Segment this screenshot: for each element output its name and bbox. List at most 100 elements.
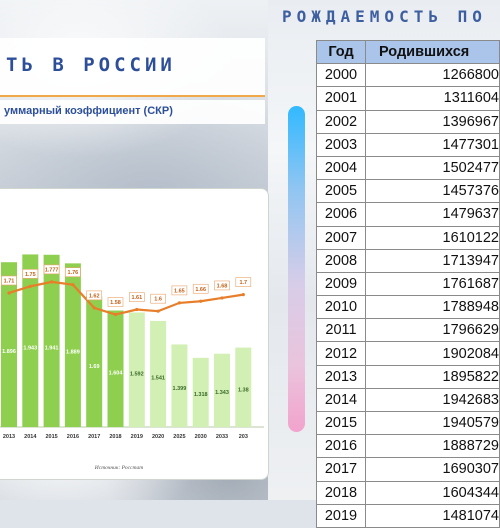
- births-value: 1895822: [442, 368, 499, 385]
- bar-2015: [43, 254, 60, 427]
- births-value: 1604344: [442, 484, 499, 501]
- births-cell: 1788948: [365, 295, 500, 320]
- bar-value-label: 1.592: [130, 371, 144, 377]
- births-cell: 1610122: [365, 225, 500, 250]
- bar-2019: [128, 312, 145, 427]
- table-row: 2011 1796629: [316, 318, 500, 343]
- fertility-chart: 1.896 2013 1.943 2014 1.941 2015 1.889 2016 1.69…: [0, 254, 264, 471]
- line-label-box: [1, 275, 17, 286]
- line-point: [92, 306, 96, 310]
- births-cell: 1396967: [365, 109, 500, 134]
- births-cell: 1502477: [365, 155, 500, 181]
- bar-2020: [150, 320, 167, 427]
- left-slide-title: ТЬ В РОССИИ: [6, 54, 176, 76]
- births-value: 1940579: [442, 415, 499, 432]
- line-value-label: 1.65: [174, 288, 185, 294]
- table-row: 2013 1895822: [316, 364, 500, 389]
- births-cell: 1477301: [365, 132, 500, 157]
- line-value-label: 1.7: [239, 280, 247, 286]
- births-cell: 1479637: [365, 202, 500, 227]
- bar-value-label: 1.896: [2, 349, 16, 355]
- line-value-label: 1.777: [45, 267, 59, 273]
- births-cell: 1481074: [365, 503, 500, 528]
- line-label-box: [129, 292, 145, 302]
- table-row: 2015 1940579: [316, 410, 500, 436]
- line-point: [50, 280, 54, 284]
- births-cell: 1942683: [365, 387, 500, 413]
- table-row: 2014 1942683: [316, 387, 500, 413]
- line-label-box: [214, 280, 230, 291]
- bar-2033: [214, 353, 230, 427]
- births-value: 1942683: [442, 391, 499, 408]
- gradient-bar: [288, 106, 305, 432]
- table-row: 2008 1713947: [316, 248, 500, 273]
- year-cell: 2006: [316, 202, 366, 227]
- line-point: [177, 301, 181, 305]
- table-row: 2017 1690307: [316, 457, 500, 482]
- births-value: 1266800: [442, 67, 499, 84]
- year-cell: 2009: [316, 271, 366, 297]
- births-cell: 1266800: [365, 63, 500, 88]
- line-value-label: 1.68: [217, 283, 228, 289]
- births-value: 1396967: [442, 113, 499, 130]
- bar-value-label: 1.318: [194, 392, 208, 398]
- year-cell: 2004: [316, 155, 366, 181]
- births-table: Год Родившихся 2000 1266800 2001 1311604 200…: [316, 39, 500, 528]
- bar-2035: [235, 347, 252, 427]
- line-value-label: 1.58: [110, 300, 121, 306]
- table-header-row: Год Родившихся: [316, 39, 500, 65]
- x-tick-label: 2025: [173, 434, 185, 440]
- table-row: 2004 1502477: [316, 155, 500, 181]
- bar-value-label: 1.69: [89, 364, 100, 370]
- line-label-box: [107, 297, 124, 307]
- table-row: 2012 1902084: [316, 341, 500, 366]
- table-row: 2001 1311604: [316, 86, 500, 111]
- bar-value-label: 1.38: [238, 387, 249, 393]
- births-value: 1761687: [442, 275, 499, 292]
- line-point: [241, 293, 245, 297]
- year-cell: 2005: [316, 179, 366, 204]
- year-cell: 2001: [316, 86, 366, 111]
- bar-2030: [192, 357, 209, 427]
- right-slide-title: РОЖДАЕМОСТЬ ПО: [282, 7, 487, 26]
- year-cell: 2010: [316, 295, 366, 320]
- line-label-box: [22, 269, 39, 279]
- year-cell: 2013: [316, 364, 366, 389]
- bar-2013: [1, 262, 17, 427]
- year-cell: 2016: [316, 434, 366, 459]
- births-cell: 1713947: [365, 248, 500, 273]
- year-cell: 2018: [316, 480, 366, 505]
- table-row: 2002 1396967: [316, 109, 500, 134]
- x-tick-label: 2030: [195, 434, 207, 440]
- year-cell: 2012: [316, 341, 366, 366]
- table-row: 2018 1604344: [316, 480, 500, 505]
- births-cell: 1902084: [365, 341, 500, 366]
- births-cell: 1457376: [365, 179, 500, 204]
- year-cell: 2017: [316, 457, 366, 482]
- line-point: [199, 299, 203, 303]
- subtitle-band: [0, 100, 265, 124]
- line-point: [28, 284, 32, 288]
- line-value-label: 1.71: [4, 278, 15, 284]
- bar-value-label: 1.889: [66, 349, 80, 355]
- births-value: 1481074: [442, 507, 499, 524]
- source-note: Источник: Росстат: [94, 465, 143, 471]
- x-tick-label: 2014: [24, 434, 37, 440]
- line-point: [71, 283, 75, 287]
- line-label-box: [43, 264, 60, 275]
- births-value: 1479637: [442, 206, 499, 223]
- bar-value-label: 1.943: [23, 345, 37, 351]
- bar-value-label: 1.343: [215, 390, 229, 396]
- births-value: 1902084: [442, 345, 499, 362]
- births-value: 1690307: [442, 461, 499, 478]
- header-births-label: Родившихся: [379, 44, 470, 61]
- chart-card: 1.896 2013 1.943 2014 1.941 2015 1.889 2016 1.69…: [0, 188, 269, 480]
- year-cell: 2007: [316, 225, 366, 250]
- line-value-label: 1.66: [195, 287, 206, 293]
- table-row: 2005 1457376: [316, 179, 500, 204]
- year-cell: 2015: [316, 410, 366, 436]
- births-cell: 1690307: [365, 457, 500, 482]
- births-value: 1311604: [443, 90, 499, 107]
- year-cell: 2014: [316, 387, 366, 413]
- table-row: 2007 1610122: [316, 225, 500, 250]
